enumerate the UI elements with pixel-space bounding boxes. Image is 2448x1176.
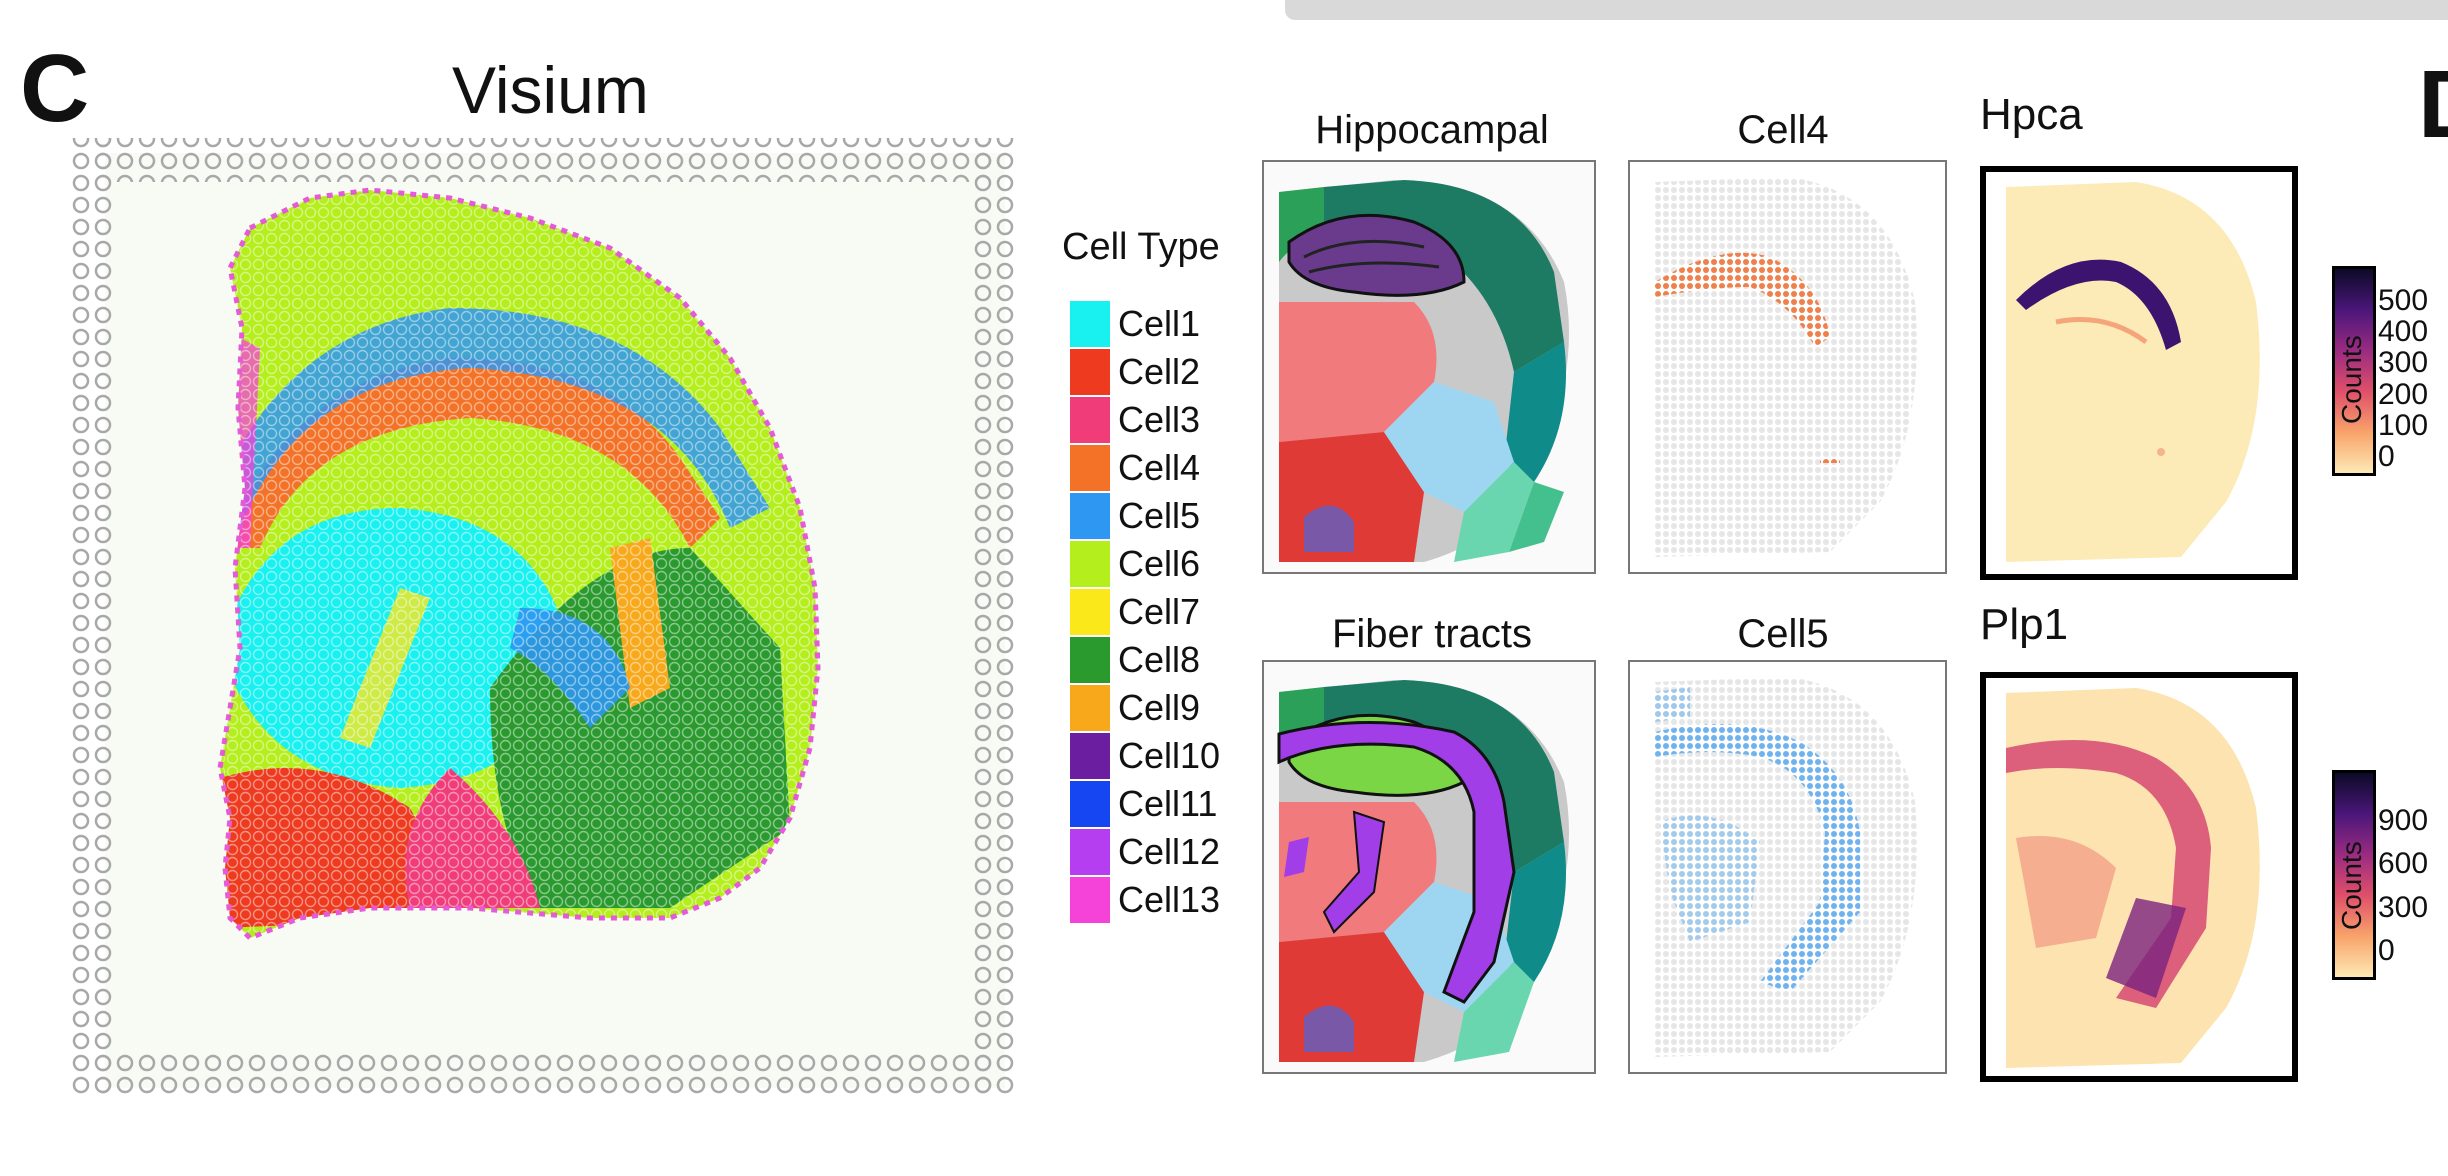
legend-item: Cell5 — [1070, 492, 1220, 540]
legend-swatch — [1070, 541, 1110, 587]
cell4-spot-panel — [1628, 160, 1947, 574]
legend-item: Cell4 — [1070, 444, 1220, 492]
legend-item: Cell10 — [1070, 732, 1220, 780]
legend-label: Cell3 — [1118, 399, 1201, 440]
plp1-colorbar — [2332, 770, 2376, 980]
tick-label: 200 — [2378, 377, 2429, 411]
hpca-colorbar-ticks: 500 400 300 200 100 0 — [2378, 286, 2428, 472]
legend-swatch — [1070, 685, 1110, 731]
panel-letter-c: C — [20, 35, 90, 142]
plp1-colorbar-title: Counts — [2336, 841, 2367, 930]
legend-title: Cell Type — [1062, 226, 1220, 268]
cell-type-legend: Cell1 Cell2 Cell3 Cell4 Cell5 Cell6 Cell… — [1070, 300, 1220, 924]
legend-item: Cell7 — [1070, 588, 1220, 636]
legend-item: Cell3 — [1070, 396, 1220, 444]
legend-swatch — [1070, 397, 1110, 443]
tick-label: 0 — [2378, 439, 2395, 473]
legend-swatch — [1070, 829, 1110, 875]
legend-item: Cell9 — [1070, 684, 1220, 732]
legend-label: Cell12 — [1118, 831, 1221, 872]
hpca-title: Hpca — [1980, 90, 2083, 139]
plp1-title: Plp1 — [1980, 600, 2069, 649]
tick-label: 0 — [2378, 933, 2395, 967]
previous-panel-strip — [1285, 0, 2448, 20]
cell5-title: Cell5 — [1737, 612, 1829, 656]
tick-label: 100 — [2378, 408, 2429, 442]
legend-item: Cell12 — [1070, 828, 1220, 876]
legend-swatch — [1070, 781, 1110, 827]
legend-label: Cell9 — [1118, 687, 1201, 728]
legend-item: Cell6 — [1070, 540, 1220, 588]
legend-label: Cell11 — [1118, 783, 1218, 824]
plp1-expression-panel — [1980, 672, 2298, 1082]
legend-item: Cell1 — [1070, 300, 1220, 348]
plp1-expression-map — [2006, 688, 2260, 1068]
tick-label: 500 — [2378, 284, 2429, 317]
hpca-expression-panel — [1980, 166, 2298, 580]
legend-swatch — [1070, 877, 1110, 923]
cell5-spot-map — [1655, 677, 1917, 1057]
tick-label: 300 — [2378, 890, 2429, 924]
legend-item: Cell13 — [1070, 876, 1220, 924]
legend-swatch — [1070, 589, 1110, 635]
hippocampal-atlas-panel — [1262, 160, 1596, 574]
legend-label: Cell2 — [1118, 351, 1201, 392]
tick-label: 600 — [2378, 847, 2429, 881]
plp1-colorbar-ticks: 900 600 300 0 — [2378, 806, 2428, 966]
legend-item: Cell11 — [1070, 780, 1220, 828]
legend-label: Cell7 — [1118, 591, 1201, 632]
legend-label: Cell10 — [1118, 735, 1221, 776]
legend-swatch — [1070, 637, 1110, 683]
tick-label: 900 — [2378, 804, 2429, 837]
legend-swatch — [1070, 733, 1110, 779]
hpca-expression-map — [2006, 182, 2260, 562]
cell5-spot-panel — [1628, 660, 1947, 1074]
legend-label: Cell1 — [1118, 303, 1201, 344]
visium-spot-image — [70, 138, 1018, 1098]
legend-item: Cell2 — [1070, 348, 1220, 396]
legend-swatch — [1070, 349, 1110, 395]
legend-label: Cell13 — [1118, 879, 1221, 920]
fiber-tracts-atlas-panel — [1262, 660, 1596, 1074]
panel-letter-d: D — [2418, 50, 2448, 160]
legend-swatch — [1070, 301, 1110, 347]
legend-label: Cell5 — [1118, 495, 1201, 536]
legend-label: Cell4 — [1118, 447, 1201, 488]
cell4-spot-map — [1655, 177, 1917, 557]
legend-swatch — [1070, 445, 1110, 491]
visium-title: Visium — [452, 53, 649, 127]
legend-label: Cell8 — [1118, 639, 1201, 680]
fiber-tracts-atlas-drawing — [1277, 680, 1569, 1062]
legend-swatch — [1070, 493, 1110, 539]
hpca-colorbar — [2332, 266, 2376, 476]
legend-label: Cell6 — [1118, 543, 1201, 584]
hippocampal-atlas-drawing — [1279, 180, 1569, 562]
fiber-tracts-title: Fiber tracts — [1331, 612, 1533, 656]
cell4-title: Cell4 — [1737, 108, 1829, 152]
tick-label: 400 — [2378, 315, 2429, 349]
hpca-colorbar-title: Counts — [2336, 335, 2367, 424]
legend-item: Cell8 — [1070, 636, 1220, 684]
hippocampal-title: Hippocampal — [1315, 108, 1549, 152]
tick-label: 300 — [2378, 346, 2429, 380]
